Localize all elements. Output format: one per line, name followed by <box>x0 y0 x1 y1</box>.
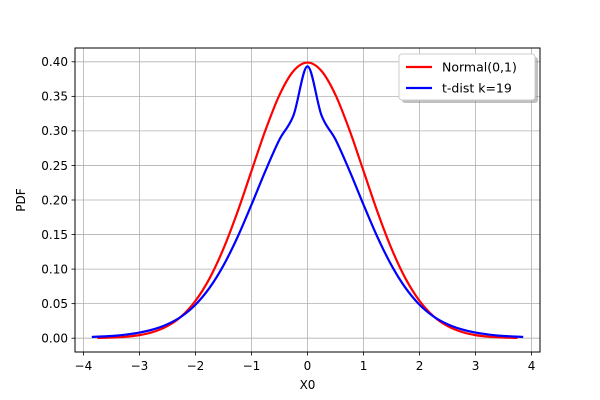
x-tick-label: 2 <box>416 359 424 373</box>
ticks: −4 −3 −2 −1 0 1 2 3 4 0.00 0.05 0.10 0.15 0.20 0.25 0.3… <box>41 55 535 373</box>
x-tick-label: −4 <box>75 359 93 373</box>
series-layer <box>91 61 524 340</box>
x-tick-label: 1 <box>360 359 368 373</box>
x-tick-label: 4 <box>528 359 536 373</box>
y-tick-label: 0.00 <box>41 331 68 345</box>
x-tick-label: 0 <box>304 359 312 373</box>
legend-label: Normal(0,1) <box>442 60 517 75</box>
y-tick-label: 0.15 <box>41 228 68 242</box>
x-tick-label: −3 <box>131 359 149 373</box>
legend-box <box>398 53 536 101</box>
y-tick-label: 0.30 <box>41 124 68 138</box>
x-tick-label: 3 <box>472 359 480 373</box>
y-tick-label: 0.35 <box>41 90 68 104</box>
series-line <box>97 61 518 340</box>
legend: Normal(0,1) t-dist k=19 <box>398 53 538 103</box>
x-tick-label: −1 <box>243 359 261 373</box>
x-tick-label: −2 <box>187 359 205 373</box>
y-tick-label: 0.05 <box>41 297 68 311</box>
series-line <box>91 65 524 339</box>
y-axis-label: PDF <box>14 188 28 211</box>
y-tick-label: 0.40 <box>41 55 68 69</box>
y-tick-label: 0.25 <box>41 159 68 173</box>
legend-label: t-dist k=19 <box>442 81 512 96</box>
y-tick-label: 0.10 <box>41 262 68 276</box>
y-tick-label: 0.20 <box>41 193 68 207</box>
x-axis-label: X0 <box>300 378 316 392</box>
